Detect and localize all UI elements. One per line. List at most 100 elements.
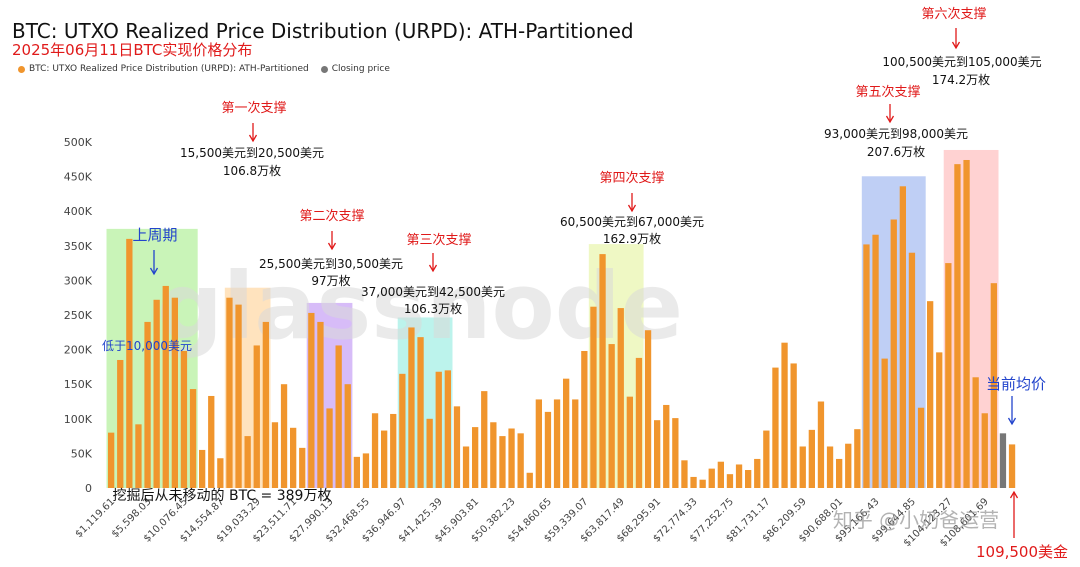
annotation-label: 109,500美金 <box>976 543 1068 561</box>
bar <box>772 367 779 488</box>
bar <box>626 396 633 488</box>
bar <box>836 458 843 488</box>
bar <box>189 389 197 488</box>
bar <box>299 447 306 488</box>
bar <box>335 345 342 488</box>
bar <box>572 399 579 488</box>
bar <box>535 399 542 488</box>
credit: 知乎 @小奶爸运营 <box>833 508 999 532</box>
annotation-label: 207.6万枚 <box>867 144 925 159</box>
bar <box>208 395 215 488</box>
bar <box>590 306 597 488</box>
bars <box>108 159 1016 489</box>
bar <box>399 373 406 488</box>
bar <box>799 446 806 488</box>
bar <box>563 378 570 488</box>
bar <box>508 428 515 488</box>
bar <box>963 159 970 488</box>
bar <box>499 436 506 488</box>
bar <box>808 429 815 488</box>
annotation-arrowhead <box>428 264 438 273</box>
support-zone-5 <box>588 244 644 488</box>
bar <box>353 456 360 488</box>
bar <box>954 164 961 489</box>
bar <box>490 422 497 488</box>
bar <box>690 476 697 488</box>
y-tick-label: 100K <box>64 413 93 426</box>
chart-subtitle: 2025年06月11日BTC实现价格分布 <box>12 41 253 59</box>
bar <box>1008 444 1016 488</box>
y-tick-label: 50K <box>71 447 93 460</box>
bar <box>681 460 688 488</box>
bar <box>890 219 897 488</box>
annotation-label: 97万枚 <box>311 273 350 288</box>
annotation-label: 37,000美元到42,500美元 <box>361 285 505 299</box>
bar <box>226 297 233 488</box>
bar <box>617 308 624 488</box>
bar <box>708 468 715 488</box>
bar <box>444 370 451 488</box>
bar <box>544 411 552 488</box>
bar <box>271 422 279 488</box>
annotation-arrowhead <box>885 115 895 124</box>
annotation-label: 第四次支撑 <box>599 170 664 186</box>
bar <box>817 401 825 488</box>
bar <box>144 321 151 488</box>
bar <box>371 413 379 488</box>
bar <box>908 252 916 488</box>
annotation-label: 挖掘后从未移动的 BTC = 389万枚 <box>113 488 332 504</box>
bar <box>990 283 997 488</box>
annotation-arrowhead <box>627 204 637 213</box>
annotation-label: 上周期 <box>132 226 177 244</box>
bar <box>599 254 606 488</box>
y-tick-label: 400K <box>64 205 93 218</box>
bar <box>608 344 615 488</box>
bar <box>517 433 524 488</box>
bar <box>735 464 743 488</box>
bar <box>654 420 661 488</box>
annotation-label: 第一次支撑 <box>221 100 286 116</box>
y-tick-label: 300K <box>64 274 93 287</box>
bar <box>253 345 260 488</box>
legend: BTC: UTXO Realized Price Distribution (U… <box>18 64 390 74</box>
y-tick-label: 250K <box>64 309 93 322</box>
y-axis: 0 50K 100K 150K 200K 250K 300K 350K 400K 450K 500K <box>64 136 93 495</box>
bar <box>117 359 124 488</box>
bar <box>308 312 315 488</box>
annotation-label: 162.9万枚 <box>603 231 661 246</box>
legend-label-urpd: BTC: UTXO Realized Price Distribution (U… <box>29 64 309 74</box>
bar <box>280 384 288 488</box>
annotation-label: 当前均价 <box>986 375 1046 393</box>
y-tick-label: 450K <box>64 171 93 184</box>
bar <box>162 285 169 488</box>
bar <box>763 430 770 488</box>
annotation-arrowhead <box>149 267 159 276</box>
annotation-label: 25,500美元到30,500美元 <box>259 257 403 271</box>
bar <box>917 407 925 488</box>
bar <box>417 337 424 488</box>
bar <box>945 263 952 488</box>
bar <box>754 458 761 488</box>
bar <box>108 432 115 488</box>
legend-swatch-urpd <box>18 65 25 73</box>
bar <box>153 299 160 488</box>
bar <box>790 363 797 488</box>
legend-item-urpd[interactable]: BTC: UTXO Realized Price Distribution (U… <box>18 64 309 74</box>
annotation-label: 60,500美元到67,000美元 <box>560 215 704 229</box>
legend-item-closing-price[interactable]: Closing price <box>320 64 390 74</box>
bar <box>244 436 251 488</box>
bar <box>745 470 752 488</box>
bar <box>526 472 533 488</box>
bar <box>845 443 852 488</box>
bar <box>126 238 133 488</box>
annotation-arrowhead <box>951 41 961 50</box>
annotation-label: 93,000美元到98,000美元 <box>824 127 968 141</box>
bar <box>826 446 834 488</box>
bar <box>863 244 870 488</box>
y-tick-label: 350K <box>64 240 93 253</box>
annotation-arrowhead <box>1007 417 1017 426</box>
y-tick-label: 0 <box>85 482 92 495</box>
bar <box>481 391 488 488</box>
support-zone-7 <box>943 149 999 488</box>
bar <box>408 327 415 488</box>
